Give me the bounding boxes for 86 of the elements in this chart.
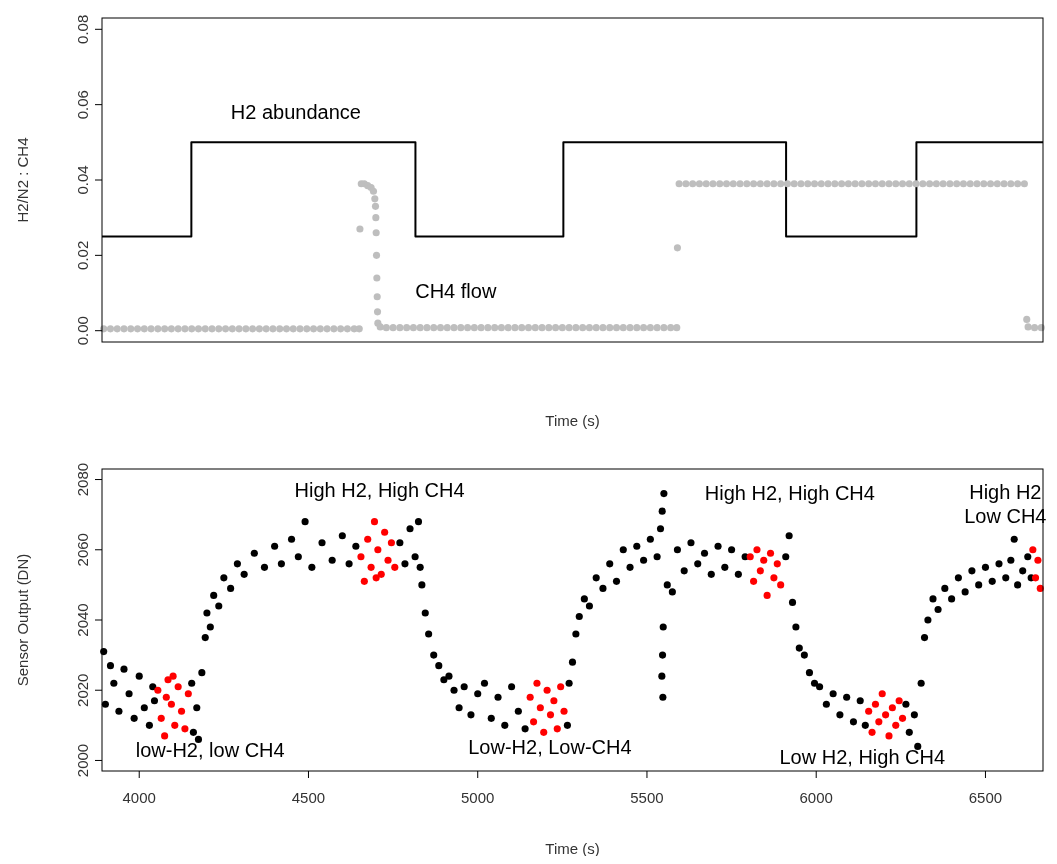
- point: [766, 549, 775, 557]
- point: [882, 711, 890, 719]
- point: [384, 556, 392, 564]
- point: [381, 528, 389, 536]
- x-tick-label: 6000: [799, 789, 833, 806]
- point: [377, 570, 385, 578]
- point: [174, 683, 182, 691]
- y-tick-label: 0.04: [74, 165, 91, 195]
- point: [370, 518, 379, 526]
- annotation: H2 abundance: [230, 100, 361, 123]
- point: [154, 686, 162, 694]
- point: [372, 574, 380, 582]
- point: [1034, 556, 1042, 564]
- point: [540, 728, 548, 736]
- point: [746, 553, 754, 561]
- point: [536, 704, 544, 712]
- annotation: Low-H2, Low-CH4: [468, 735, 632, 758]
- y-tick-label: 2040: [74, 603, 91, 637]
- point: [391, 563, 399, 571]
- point: [750, 577, 758, 585]
- point: [895, 697, 903, 705]
- point: [546, 711, 555, 719]
- x-axis-title: Time (s): [545, 412, 600, 429]
- point: [360, 577, 368, 585]
- point: [184, 690, 192, 698]
- point: [543, 686, 551, 694]
- point: [888, 704, 896, 712]
- point: [885, 732, 893, 740]
- point: [878, 690, 886, 698]
- point: [557, 683, 565, 691]
- point: [871, 700, 880, 708]
- point: [773, 560, 781, 568]
- x-tick-label: 6500: [968, 789, 1003, 806]
- point: [550, 697, 558, 705]
- point: [533, 679, 541, 687]
- y-tick-label: 2020: [74, 673, 91, 707]
- point: [530, 718, 538, 726]
- y-tick-label: 0.00: [74, 316, 91, 346]
- point: [756, 567, 764, 575]
- point: [367, 563, 375, 571]
- point: [374, 546, 382, 554]
- y-tick-label: 0.06: [74, 90, 91, 120]
- point: [164, 676, 172, 684]
- point: [560, 707, 568, 715]
- annotation: CH4 flow: [415, 280, 497, 303]
- x-tick-label: 5000: [461, 789, 495, 806]
- annotation: High H2 Low CH4: [964, 481, 1047, 528]
- annotation: High H2, High CH4: [294, 479, 465, 502]
- x-tick-label: 4000: [122, 789, 156, 806]
- point: [770, 574, 778, 582]
- point: [387, 539, 395, 547]
- y-tick-label: 2080: [74, 462, 91, 497]
- y-axis-title: Sensor Output (DN): [14, 553, 31, 687]
- point: [777, 581, 785, 589]
- point: [181, 725, 189, 733]
- x-tick-label: 4500: [291, 789, 326, 806]
- point: [364, 535, 372, 543]
- point: [760, 556, 768, 564]
- y-tick-label: 2060: [74, 533, 91, 567]
- point: [763, 591, 771, 599]
- point: [1031, 574, 1040, 582]
- y-tick-label: 2000: [74, 743, 91, 778]
- point: [868, 728, 876, 736]
- point: [169, 672, 177, 680]
- annotation: High H2, High CH4: [704, 482, 875, 505]
- annotation: Low H2, High CH4: [779, 745, 946, 768]
- x-tick-label: 5500: [630, 789, 664, 806]
- point: [167, 700, 175, 708]
- point: [162, 693, 170, 701]
- point: [161, 732, 169, 740]
- point: [171, 721, 179, 729]
- point: [357, 553, 365, 561]
- point: [526, 693, 534, 701]
- y-axis-title: H2/N2 : CH4: [14, 137, 31, 223]
- point: [157, 714, 165, 722]
- annotation: low-H2, low CH4: [135, 738, 285, 761]
- point: [1029, 546, 1037, 554]
- point: [875, 718, 883, 726]
- y-tick-label: 0.02: [74, 240, 91, 270]
- point: [177, 707, 186, 715]
- point: [753, 546, 761, 554]
- point: [553, 725, 561, 733]
- point: [892, 721, 900, 729]
- point: [865, 707, 873, 715]
- y-tick-label: 0.08: [74, 14, 91, 44]
- point: [898, 714, 907, 722]
